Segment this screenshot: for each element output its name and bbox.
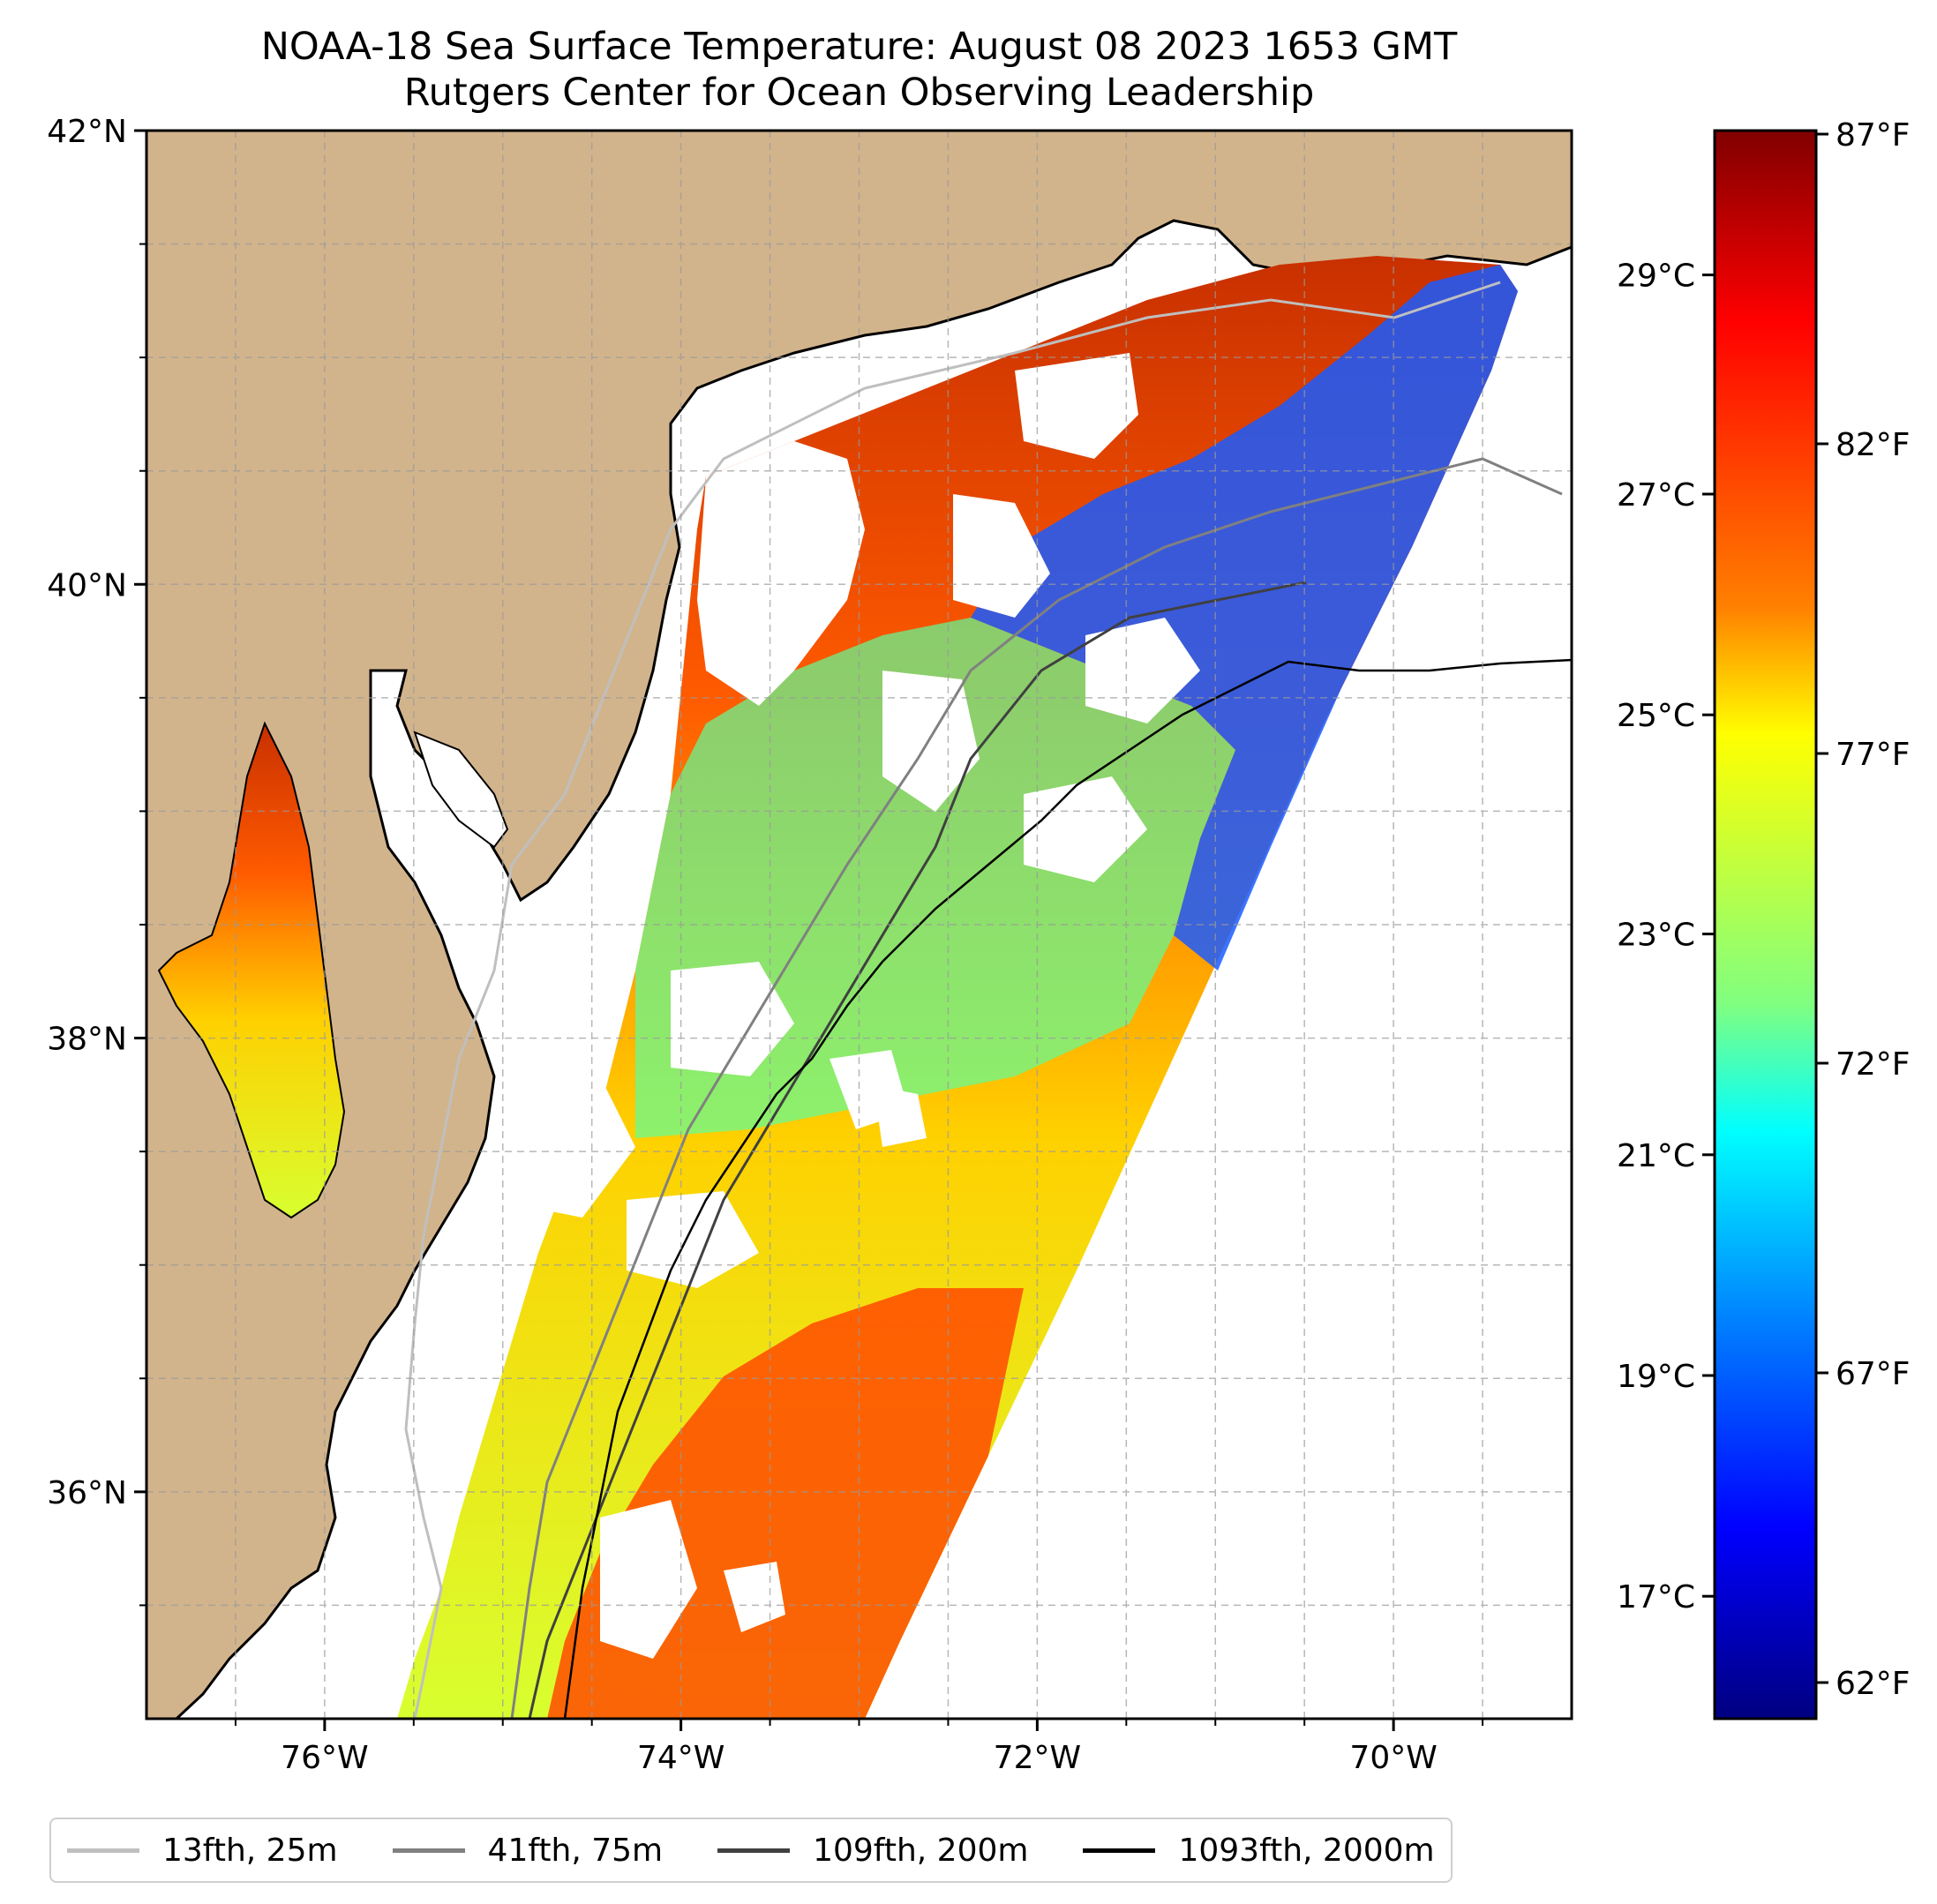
lat-tick-label: 36°N bbox=[47, 1475, 127, 1511]
legend-label: 13fth, 25m bbox=[162, 1832, 338, 1869]
chart-title: NOAA-18 Sea Surface Temperature: August … bbox=[260, 25, 1458, 69]
colorbar bbox=[1713, 129, 1818, 1720]
legend-swatch bbox=[67, 1848, 139, 1853]
lon-tick-label: 76°W bbox=[281, 1740, 368, 1776]
legend-swatch bbox=[1083, 1848, 1156, 1853]
legend-item-200m: 109fth, 200m bbox=[717, 1833, 1028, 1869]
lat-tick-label: 42°N bbox=[47, 114, 127, 150]
colorbar-c-label: 17°C bbox=[1617, 1579, 1695, 1615]
contour-25m bbox=[404, 281, 1501, 1719]
chart-subtitle: Rutgers Center for Ocean Observing Leade… bbox=[403, 71, 1315, 115]
legend-item-2000m: 1093fth, 2000m bbox=[1083, 1832, 1435, 1869]
lon-tick-label: 72°W bbox=[994, 1740, 1081, 1776]
contour-75m bbox=[510, 457, 1563, 1719]
cloud-gaps bbox=[494, 353, 1200, 1659]
legend-label: 1093fth, 2000m bbox=[1178, 1832, 1435, 1869]
colorbar-f-label: 82°F bbox=[1836, 427, 1911, 463]
lat-tick-label: 40°N bbox=[47, 567, 127, 603]
bathymetry-legend: 13fth, 25m 41fth, 75m 109fth, 200m 1093f… bbox=[49, 1818, 1453, 1883]
legend-swatch bbox=[717, 1848, 791, 1853]
colorbar-c-label: 23°C bbox=[1617, 918, 1695, 954]
colorbar-f-label: 67°F bbox=[1836, 1356, 1911, 1392]
colorbar-f-label: 72°F bbox=[1836, 1046, 1911, 1083]
colorbar-fahrenheit-axis: 87°F 82°F 77°F 72°F 67°F 62°F bbox=[1816, 117, 1911, 1702]
lon-tick-label: 74°W bbox=[637, 1740, 724, 1776]
legend-label: 109fth, 200m bbox=[813, 1832, 1029, 1869]
colorbar-f-label: 62°F bbox=[1836, 1666, 1911, 1702]
latitude-axis: 42°N 40°N 38°N 36°N bbox=[47, 114, 146, 1607]
legend-item-75m: 41fth, 75m bbox=[392, 1832, 664, 1869]
colorbar-f-label: 87°F bbox=[1836, 117, 1911, 154]
cold-water-region bbox=[971, 265, 1518, 971]
colorbar-c-label: 25°C bbox=[1617, 698, 1695, 734]
colorbar-celsius-axis: 29°C 27°C 25°C 23°C 21°C 19°C 17°C bbox=[1617, 259, 1715, 1615]
lon-tick-label: 70°W bbox=[1349, 1740, 1437, 1776]
colorbar-c-label: 21°C bbox=[1617, 1138, 1695, 1174]
delaware-bay bbox=[413, 731, 509, 849]
colorbar-c-label: 19°C bbox=[1617, 1359, 1695, 1395]
lat-tick-label: 38°N bbox=[47, 1022, 127, 1058]
legend-label: 41fth, 75m bbox=[487, 1832, 664, 1869]
legend-item-25m: 13fth, 25m bbox=[67, 1833, 338, 1869]
contour-2000m bbox=[563, 658, 1572, 1719]
colorbar-c-label: 27°C bbox=[1617, 477, 1695, 513]
chesapeake-bay bbox=[157, 721, 346, 1219]
colorbar-c-label: 29°C bbox=[1617, 259, 1695, 295]
legend-swatch bbox=[392, 1848, 465, 1853]
colorbar-f-label: 77°F bbox=[1836, 737, 1911, 773]
longitude-axis: 76°W 74°W 72°W 70°W bbox=[234, 1719, 1484, 1776]
map-gridlines bbox=[146, 131, 1572, 1719]
